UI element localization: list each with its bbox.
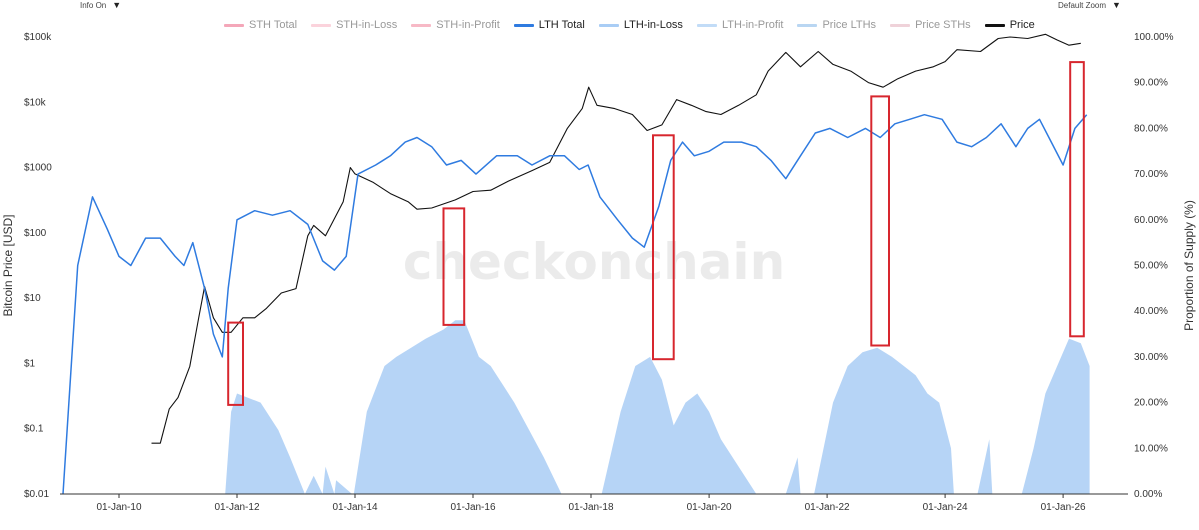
legend-item-lth-in-profit[interactable]: LTH-in-Profit	[696, 17, 784, 33]
highlight-box	[1069, 61, 1085, 338]
legend-label: LTH Total	[538, 19, 585, 31]
x-tick-label: 01-Jan-14	[332, 502, 377, 513]
y-tick-label: $1000	[24, 163, 52, 174]
legend-label: STH Total	[249, 19, 298, 31]
series-lines-group	[62, 33, 1088, 495]
y2-tick-label: 50.00%	[1134, 261, 1168, 272]
zoom-select-label: Default Zoom	[1058, 0, 1107, 10]
x-tick-label: 01-Jan-24	[923, 502, 968, 513]
axes-group: 01-Jan-10 01-Jan-12 01-Jan-14 01-Jan-16 01-J…	[1, 32, 1196, 513]
legend-item-sth-in-loss[interactable]: STH-in-Loss	[311, 17, 397, 33]
legend-label: STH-in-Profit	[436, 19, 500, 31]
y-axis-title: Bitcoin Price [USD]	[1, 214, 15, 316]
x-tick-label: 01-Jan-18	[568, 502, 613, 513]
chart-legend: STH Total STH-in-Loss STH-in-Profit LTH Tot…	[224, 17, 1035, 33]
y2-tick-label: 60.00%	[1134, 215, 1168, 226]
legend-label: LTH-in-Profit	[721, 19, 784, 31]
highlight-box	[442, 207, 466, 326]
legend-swatch	[411, 23, 432, 27]
x-tick-label: 01-Jan-22	[805, 502, 850, 513]
x-tick-label: 01-Jan-12	[214, 502, 259, 513]
highlight-boxes-group	[227, 61, 1085, 406]
x-tick-label: 01-Jan-20	[687, 502, 732, 513]
y2-tick-label: 0.00%	[1134, 489, 1162, 500]
y-tick-label: $0.01	[24, 489, 49, 500]
legend-swatch	[513, 23, 534, 27]
lth-in-loss-area-group	[225, 320, 1090, 494]
chevron-down-icon: ▼	[1112, 0, 1121, 10]
y2-tick-label: 30.00%	[1134, 352, 1168, 363]
legend-swatch	[984, 23, 1005, 27]
chevron-down-icon: ▼	[112, 0, 122, 10]
legend-label: Price STHs	[915, 19, 971, 31]
y-tick-label: $0.1	[24, 424, 44, 435]
legend-label: Price LTHs	[822, 19, 877, 31]
y2-tick-label: 70.00%	[1134, 169, 1168, 180]
y2-axis-title: Proportion of Supply (%)	[1182, 200, 1196, 331]
y2-tick-label: 90.00%	[1134, 78, 1168, 89]
legend-item-sth-in-profit[interactable]: STH-in-Profit	[411, 17, 500, 33]
legend-swatch	[696, 23, 717, 27]
y2-tick-label: 100.00%	[1134, 32, 1174, 43]
y2-tick-label: 20.00%	[1134, 398, 1168, 409]
legend-item-sth-total[interactable]: STH Total	[224, 17, 297, 33]
highlight-box	[870, 95, 890, 347]
legend-swatch	[890, 23, 911, 27]
y-tick-label: $10	[24, 293, 41, 304]
legend-label: STH-in-Loss	[336, 19, 398, 31]
legend-item-lth-total[interactable]: LTH Total	[513, 17, 585, 33]
y-tick-label: $1	[24, 358, 36, 369]
legend-item-price[interactable]: Price	[984, 17, 1035, 33]
y2-tick-label: 40.00%	[1134, 306, 1168, 317]
legend-swatch	[797, 23, 818, 27]
y2-tick-label: 80.00%	[1134, 123, 1168, 134]
series-line-lth-total	[62, 113, 1088, 495]
x-tick-label: 01-Jan-10	[96, 502, 141, 513]
series-line-price	[151, 33, 1081, 444]
info-toggle[interactable]: Info On ▼	[80, 0, 121, 10]
highlight-box	[652, 134, 675, 361]
y2-tick-label: 10.00%	[1134, 443, 1168, 454]
x-tick-label: 01-Jan-26	[1041, 502, 1086, 513]
y-tick-label: $100	[24, 228, 47, 239]
y-tick-label: $100k	[24, 32, 52, 43]
highlight-box	[227, 321, 244, 406]
legend-item-lth-in-loss[interactable]: LTH-in-Loss	[598, 17, 683, 33]
legend-swatch	[311, 23, 332, 27]
series-area-lth-in-loss	[225, 320, 1090, 494]
info-toggle-label: Info On	[80, 0, 107, 10]
y-tick-label: $10k	[24, 97, 47, 108]
zoom-select[interactable]: Default Zoom ▼	[1058, 0, 1121, 10]
legend-swatch	[224, 23, 244, 27]
legend-label: LTH-in-Loss	[623, 19, 683, 31]
legend-label: Price	[1009, 19, 1035, 31]
legend-item-price-lths[interactable]: Price LTHs	[797, 17, 876, 33]
watermark: checkonchain	[403, 233, 785, 291]
x-tick-label: 01-Jan-16	[450, 502, 495, 513]
legend-item-price-sths[interactable]: Price STHs	[890, 17, 971, 33]
legend-swatch	[598, 23, 619, 27]
